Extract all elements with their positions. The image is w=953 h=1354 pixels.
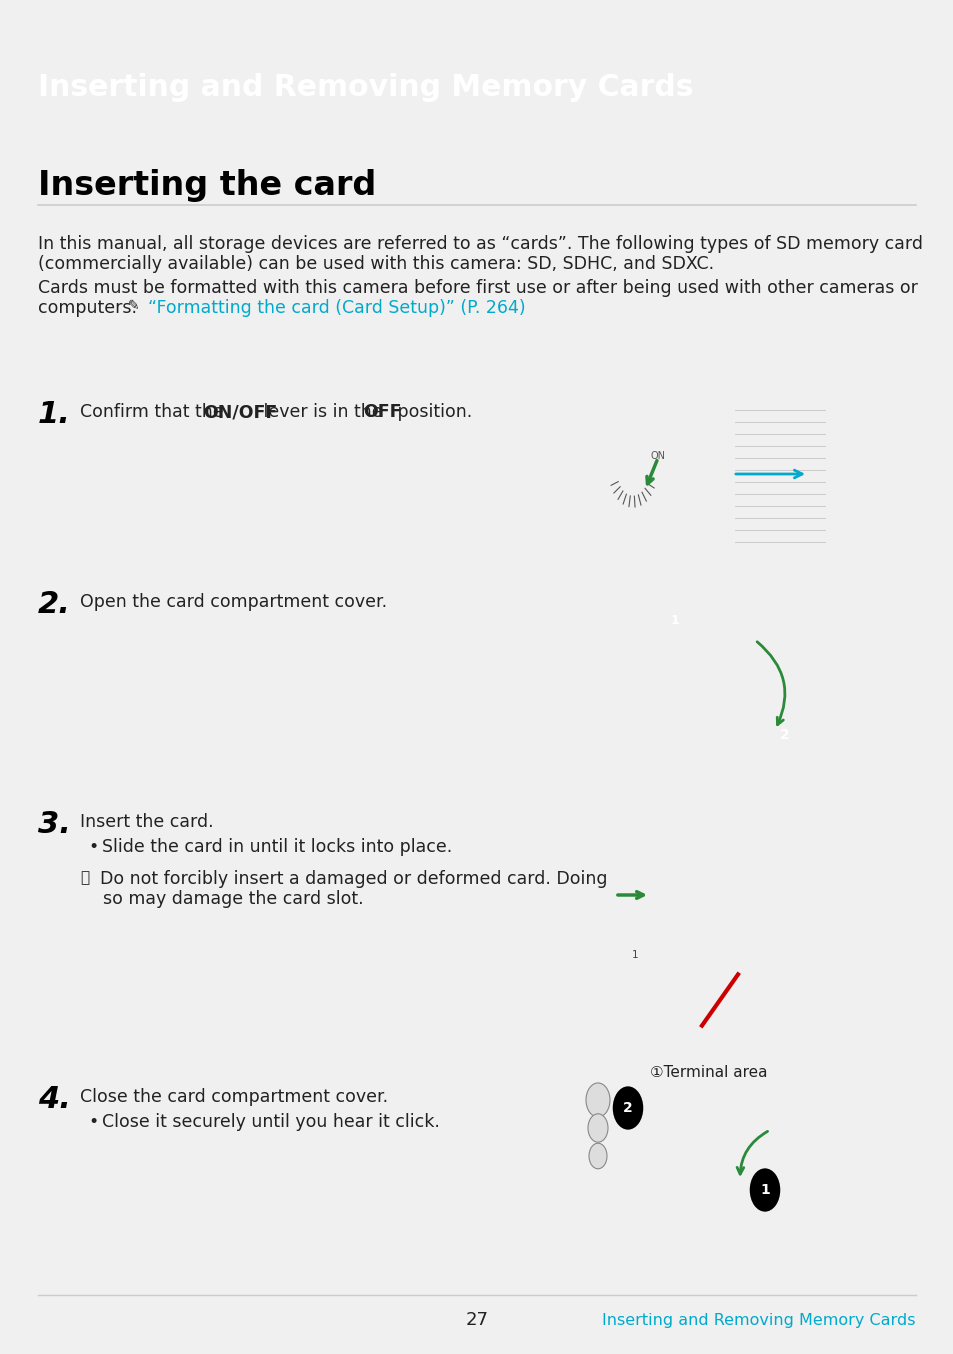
Text: Open the card compartment cover.: Open the card compartment cover.	[80, 593, 387, 611]
Circle shape	[588, 873, 606, 899]
Text: ①Terminal area: ①Terminal area	[649, 1066, 767, 1080]
FancyBboxPatch shape	[729, 395, 829, 561]
Text: Close it securely until you hear it click.: Close it securely until you hear it clic…	[102, 1113, 439, 1131]
FancyBboxPatch shape	[537, 390, 727, 558]
Circle shape	[608, 439, 657, 509]
Text: 1.: 1.	[38, 399, 71, 429]
Circle shape	[629, 691, 649, 719]
Text: ON: ON	[650, 451, 665, 460]
Circle shape	[739, 401, 781, 460]
Circle shape	[629, 661, 649, 689]
FancyBboxPatch shape	[740, 561, 760, 585]
Text: 1: 1	[760, 1183, 769, 1197]
Text: 4.: 4.	[38, 1085, 71, 1114]
Text: ✎: ✎	[128, 299, 139, 313]
Text: Slide the card in until it locks into place.: Slide the card in until it locks into pl…	[102, 838, 452, 856]
Text: In this manual, all storage devices are referred to as “cards”. The following ty: In this manual, all storage devices are …	[38, 236, 923, 253]
Text: •: •	[88, 838, 98, 856]
Circle shape	[627, 628, 651, 662]
Circle shape	[749, 1169, 780, 1212]
Circle shape	[625, 596, 654, 635]
FancyBboxPatch shape	[0, 56, 953, 118]
Text: Close the card compartment cover.: Close the card compartment cover.	[80, 1089, 388, 1106]
Text: position.: position.	[392, 403, 472, 421]
Text: so may damage the card slot.: so may damage the card slot.	[103, 890, 363, 909]
Text: computers.: computers.	[38, 299, 137, 317]
Text: 2: 2	[780, 728, 789, 742]
Text: Inserting the card: Inserting the card	[38, 168, 376, 202]
Circle shape	[769, 714, 800, 757]
Text: “Formatting the card (Card Setup)” (P. 264): “Formatting the card (Card Setup)” (P. 2…	[148, 299, 525, 317]
Circle shape	[587, 1114, 607, 1143]
Circle shape	[661, 601, 688, 639]
Text: Cards must be formatted with this camera before first use or after being used wi: Cards must be formatted with this camera…	[38, 279, 917, 297]
Circle shape	[588, 1143, 606, 1169]
Text: •: •	[88, 1113, 98, 1131]
Text: ON/OFF: ON/OFF	[203, 403, 277, 421]
Text: 2.: 2.	[38, 590, 71, 619]
Circle shape	[612, 1086, 642, 1129]
Text: Inserting and Removing Memory Cards: Inserting and Removing Memory Cards	[601, 1312, 915, 1327]
Circle shape	[587, 844, 607, 872]
Circle shape	[624, 940, 645, 969]
Circle shape	[585, 812, 609, 848]
Text: 1: 1	[670, 613, 679, 627]
Text: lever is in the: lever is in the	[257, 403, 388, 421]
Text: Confirm that the: Confirm that the	[80, 403, 229, 421]
Text: (commercially available) can be used with this camera: SD, SDHC, and SDXC.: (commercially available) can be used wit…	[38, 255, 714, 274]
Text: 1: 1	[631, 951, 638, 960]
Circle shape	[588, 410, 678, 538]
Circle shape	[585, 1083, 609, 1117]
Text: 3.: 3.	[38, 810, 71, 839]
Text: 27: 27	[465, 1311, 488, 1330]
Text: Do not forcibly insert a damaged or deformed card. Doing: Do not forcibly insert a damaged or defo…	[100, 871, 607, 888]
Text: ⓞ: ⓞ	[80, 871, 89, 886]
Text: 2: 2	[622, 1101, 632, 1114]
Text: OFF: OFF	[363, 403, 401, 421]
Text: Inserting and Removing Memory Cards: Inserting and Removing Memory Cards	[38, 73, 693, 103]
Circle shape	[694, 964, 745, 1037]
Text: Insert the card.: Insert the card.	[80, 812, 213, 831]
FancyBboxPatch shape	[639, 960, 760, 1040]
